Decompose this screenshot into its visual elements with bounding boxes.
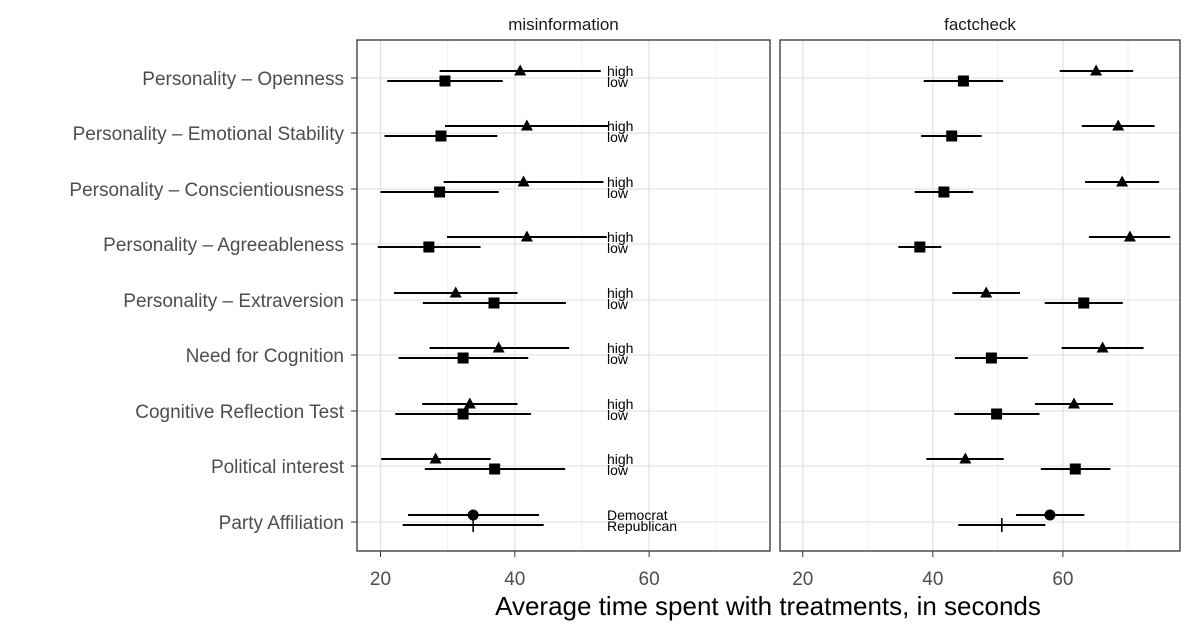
- group-label: high: [607, 229, 633, 245]
- point-triangle: [517, 175, 530, 187]
- point-triangle: [463, 397, 476, 409]
- group-label: low: [607, 240, 629, 256]
- point-square: [434, 186, 446, 198]
- category-label: Personality – Emotional Stability: [73, 124, 345, 145]
- category-label: Cognitive Reflection Test: [135, 402, 344, 423]
- point-square: [488, 297, 500, 309]
- point-square: [1069, 463, 1081, 475]
- point-triangle: [520, 119, 533, 131]
- strip-background: [780, 8, 1180, 39]
- point-square: [1078, 297, 1090, 309]
- category-label: Personality – Extraversion: [123, 291, 344, 312]
- group-label: high: [607, 285, 633, 301]
- x-axis-title: Average time spent with treatments, in s…: [495, 591, 1041, 621]
- group-label: high: [607, 118, 633, 134]
- group-label: low: [607, 185, 629, 201]
- point-square: [457, 408, 469, 420]
- x-tick-label: 40: [504, 569, 525, 590]
- point-triangle: [1112, 119, 1125, 131]
- strip-background: [357, 8, 770, 39]
- x-tick-label: 40: [922, 569, 943, 590]
- group-label: low: [607, 129, 629, 145]
- point-triangle: [980, 286, 993, 298]
- point-triangle: [514, 64, 527, 76]
- group-label: high: [607, 396, 633, 412]
- point-square: [957, 75, 969, 87]
- point-square: [489, 463, 501, 475]
- group-label: low: [607, 74, 629, 90]
- group-label: Democrat: [607, 507, 668, 523]
- group-label: high: [607, 63, 633, 79]
- panel-border: [356, 39, 771, 552]
- point-square: [435, 130, 447, 142]
- point-triangle: [429, 452, 442, 464]
- point-square: [938, 186, 950, 198]
- category-label: Personality – Openness: [142, 69, 344, 90]
- category-label: Political interest: [211, 457, 345, 478]
- point-triangle: [1090, 64, 1103, 76]
- category-label: Need for Cognition: [186, 346, 344, 367]
- point-triangle: [1067, 397, 1080, 409]
- strip-label: factcheck: [944, 15, 1016, 34]
- point-triangle: [1096, 341, 1109, 353]
- x-tick-label: 60: [639, 569, 660, 590]
- group-label: high: [607, 340, 633, 356]
- group-label: Republican: [607, 518, 677, 534]
- point-square: [946, 130, 958, 142]
- point-circle: [467, 509, 479, 521]
- point-square: [985, 352, 997, 364]
- point-triangle: [492, 341, 505, 353]
- panel-misinformation: misinformationhighlowhighlowhighlowhighl…: [356, 8, 771, 590]
- point-triangle: [520, 230, 533, 242]
- group-label: high: [607, 174, 633, 190]
- group-label: low: [607, 296, 629, 312]
- point-square: [914, 241, 926, 253]
- point-triangle: [1123, 230, 1136, 242]
- group-label: high: [607, 451, 633, 467]
- category-label: Personality – Agreeableness: [103, 235, 344, 256]
- panel-factcheck: factcheck 20 40 60: [779, 8, 1181, 590]
- point-square: [423, 241, 435, 253]
- group-label: low: [607, 407, 629, 423]
- category-label: Personality – Conscientiousness: [69, 180, 344, 201]
- point-square: [457, 352, 469, 364]
- panel-border: [779, 39, 1181, 552]
- point-square: [439, 75, 451, 87]
- x-tick-label: 20: [370, 569, 391, 590]
- point-triangle: [959, 452, 972, 464]
- point-circle: [1044, 509, 1056, 521]
- group-label: low: [607, 351, 629, 367]
- category-label: Party Affiliation: [219, 513, 344, 534]
- point-square: [991, 408, 1003, 420]
- x-tick-label: 20: [792, 569, 813, 590]
- point-triangle: [449, 286, 462, 298]
- point-triangle: [1116, 175, 1129, 187]
- strip-label: misinformation: [508, 15, 619, 34]
- group-label: low: [607, 462, 629, 478]
- x-tick-label: 60: [1052, 569, 1073, 590]
